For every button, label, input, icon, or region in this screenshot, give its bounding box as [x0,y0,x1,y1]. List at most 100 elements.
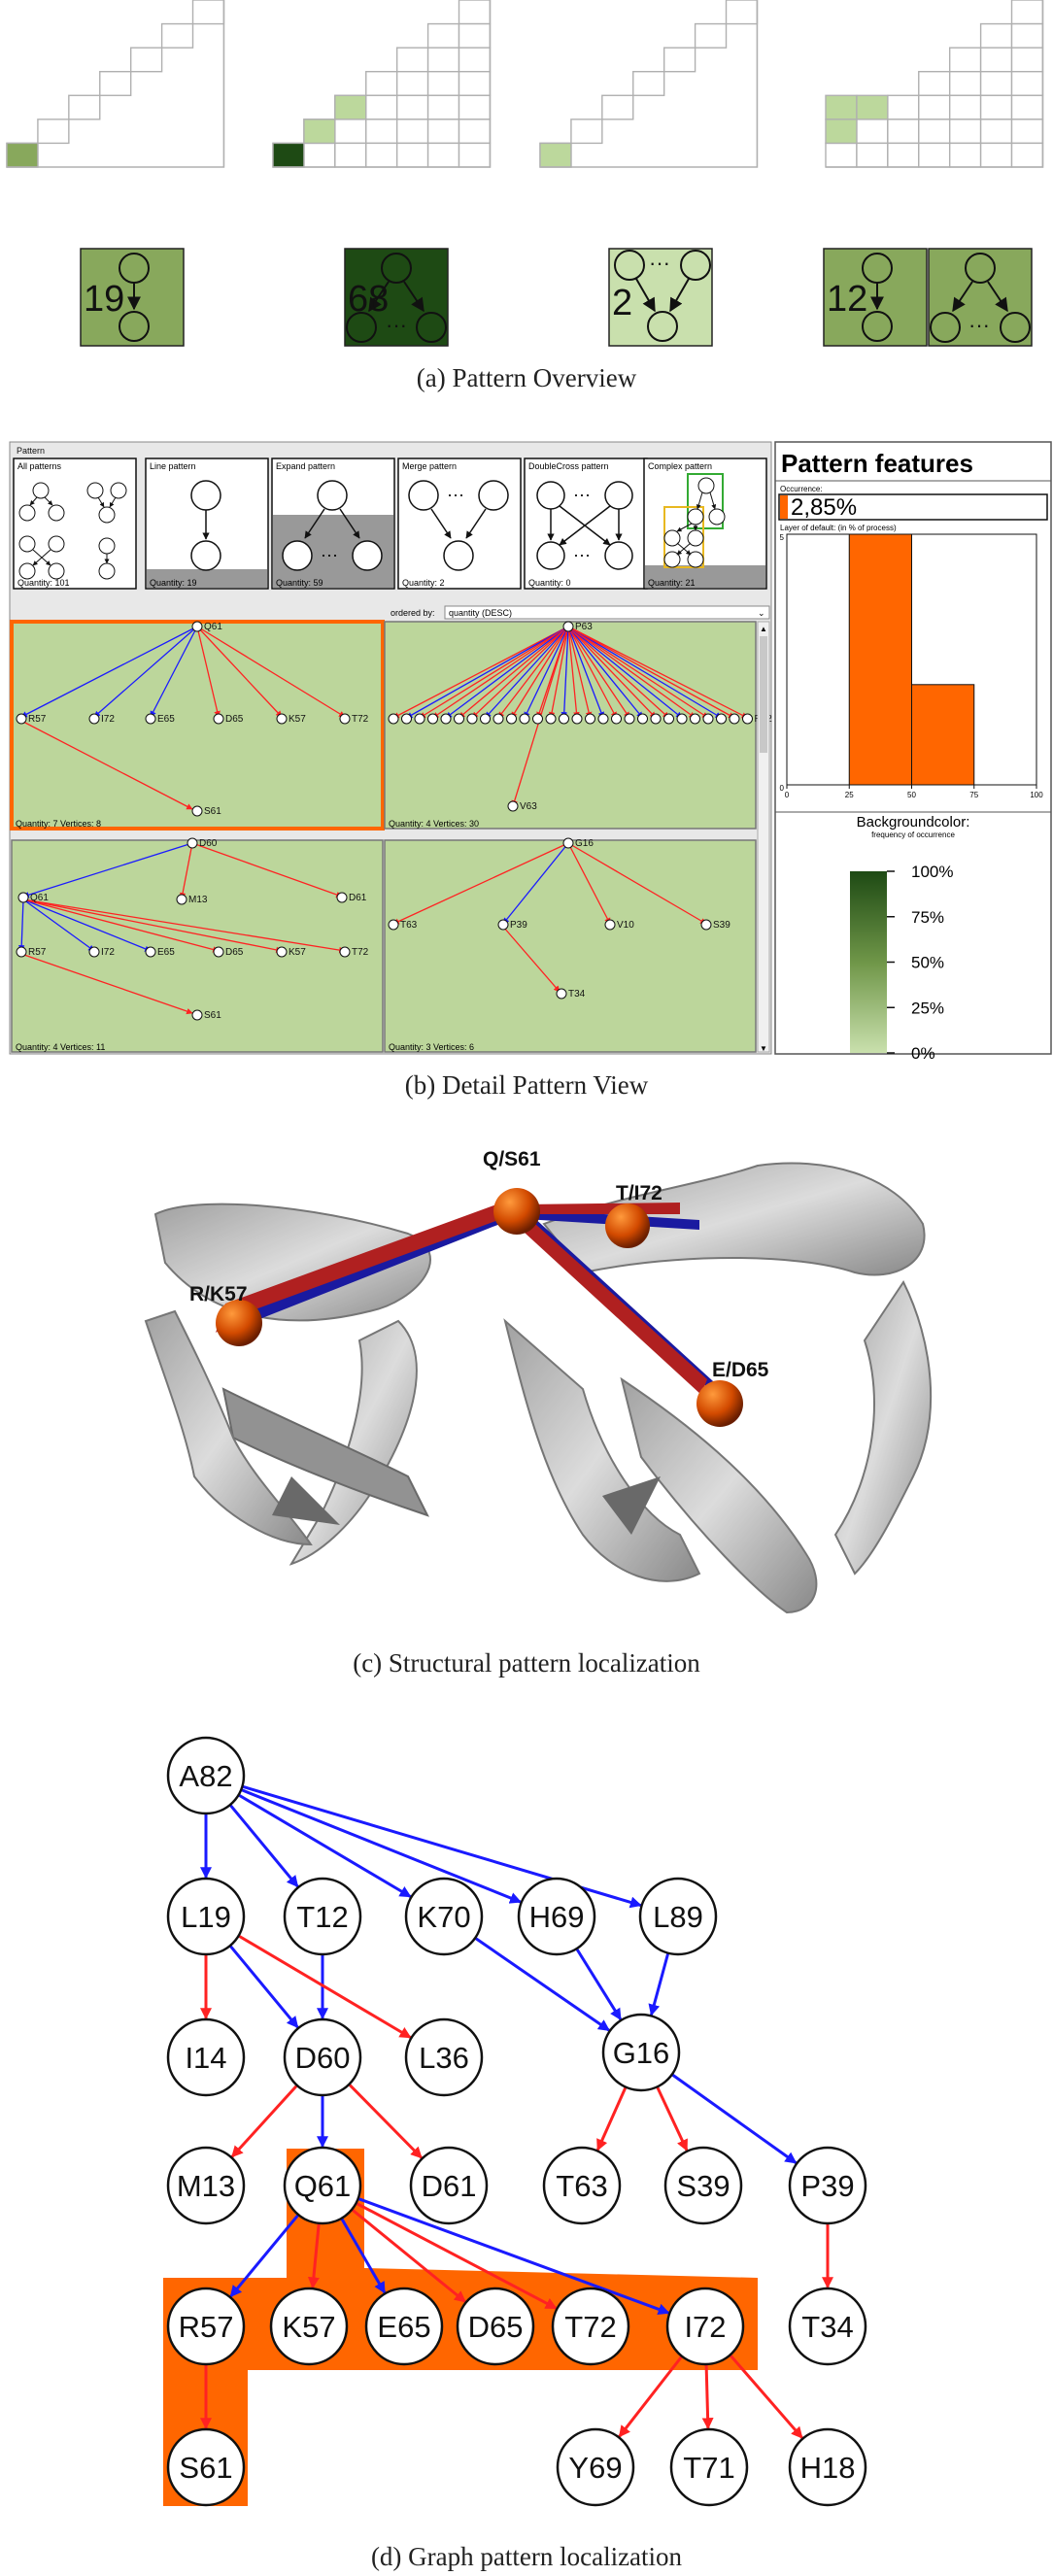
mini-node[interactable] [559,713,569,725]
mini-node[interactable] [276,946,288,958]
graph-node-t63[interactable]: T63 [542,2146,622,2225]
mini-node[interactable] [191,1009,203,1021]
graph-node-t12[interactable]: T12 [283,1877,362,1956]
mini-node[interactable] [702,713,714,725]
mini-node[interactable] [507,800,519,812]
mini-node[interactable] [276,713,288,725]
pattern-type-card-line[interactable]: Line pattern Quantity: 19 [145,458,269,590]
mini-node[interactable] [637,713,648,725]
graph-node-label: S39 [676,2169,730,2203]
mini-node[interactable] [519,713,530,725]
mini-node[interactable] [624,713,635,725]
mini-node[interactable] [88,713,100,725]
pattern-type-card-merge[interactable]: Merge pattern ··· Quantity: 2 [397,458,522,590]
mini-node[interactable] [480,713,491,725]
graph-node-h69[interactable]: H69 [517,1877,596,1956]
mini-node[interactable] [506,713,517,725]
mini-node[interactable] [604,919,616,931]
mini-node[interactable] [742,713,753,725]
mini-node-label: S39 [713,920,730,931]
pattern-type-card-expand[interactable]: Expand pattern ··· Quantity: 59 [271,458,395,590]
graph-node-d61[interactable]: D61 [409,2146,489,2225]
mini-node[interactable] [676,713,688,725]
detail-cell-2[interactable] [384,621,757,830]
mini-node[interactable] [213,946,224,958]
mini-node[interactable] [339,946,351,958]
graph-node-i72[interactable]: I72 [665,2287,745,2366]
graph-node-d65[interactable]: D65 [456,2287,535,2366]
mini-edge [567,626,580,719]
pattern-type-card-all[interactable]: All patterns Quantity: 101 [13,458,137,590]
mini-node[interactable] [556,988,567,1000]
graph-node-y69[interactable]: Y69 [556,2427,635,2507]
pattern-type-card-doublecross[interactable]: DoubleCross pattern ··· ··· Quantity: 0 [524,458,648,590]
mini-node[interactable] [336,892,348,903]
mini-node[interactable] [562,621,574,632]
graph-node-q61[interactable]: Q61 [283,2146,362,2225]
graph-node-m13[interactable]: M13 [166,2146,246,2225]
graph-node-g16[interactable]: G16 [601,2013,681,2092]
mini-node[interactable] [145,946,156,958]
graph-node-t71[interactable]: T71 [669,2427,749,2507]
mini-node[interactable] [532,713,543,725]
graph-node-h18[interactable]: H18 [788,2427,867,2507]
mini-node[interactable] [545,713,557,725]
graph-node-label: T72 [564,2310,616,2344]
graph-node-l89[interactable]: L89 [638,1877,718,1956]
grid-cell [948,47,982,73]
graph-node-d60[interactable]: D60 [283,2017,362,2097]
graph-node-p39[interactable]: P39 [788,2146,867,2225]
detail-cell-1[interactable] [10,620,385,830]
graph-node-k70[interactable]: K70 [404,1877,484,1956]
mini-node[interactable] [388,713,399,725]
mini-node[interactable] [17,892,29,903]
graph-node-t34[interactable]: T34 [788,2287,867,2366]
mini-node[interactable] [663,713,674,725]
mini-edge [567,626,593,719]
mini-node[interactable] [493,713,504,725]
detail-scrollbar[interactable]: ▲ ▼ [757,621,770,1053]
mini-node[interactable] [145,713,156,725]
pattern-overview-figure: 19 ··· 68 ··· 2 ··· 12 [6,0,1044,347]
mini-node[interactable] [414,713,425,725]
mini-node[interactable] [388,919,399,931]
ordered-by-dropdown[interactable]: quantity (DESC) ⌄ [444,605,770,620]
mini-node[interactable] [466,713,478,725]
mini-node[interactable] [597,713,609,725]
mini-node[interactable] [454,713,464,725]
graph-node-l19[interactable]: L19 [166,1877,246,1956]
mini-node[interactable] [427,713,438,725]
mini-node[interactable] [401,713,412,725]
mini-node[interactable] [562,837,574,849]
graph-node-t72[interactable]: T72 [551,2287,630,2366]
mini-node[interactable] [571,713,583,725]
mini-node[interactable] [690,713,700,725]
graph-node-s61[interactable]: S61 [166,2427,246,2507]
graph-node-a82[interactable]: A82 [166,1736,246,1815]
mini-node[interactable] [729,713,740,725]
pattern-type-card-complex[interactable]: Complex pattern Quantity: 21 [643,458,767,590]
mini-node[interactable] [585,713,595,725]
mini-node[interactable] [187,837,198,849]
mini-node[interactable] [611,713,622,725]
graph-node-s39[interactable]: S39 [663,2146,743,2225]
mini-node[interactable] [213,713,224,725]
mini-node[interactable] [16,713,27,725]
graph-node-k57[interactable]: K57 [269,2287,349,2366]
mini-node[interactable] [16,946,27,958]
mini-node[interactable] [88,946,100,958]
mini-node[interactable] [716,713,727,725]
graph-node-e65[interactable]: E65 [364,2287,444,2366]
graph-node-l36[interactable]: L36 [404,2017,484,2097]
mini-node[interactable] [497,919,509,931]
graph-node-r57[interactable]: R57 [166,2287,246,2366]
graph-node-i14[interactable]: I14 [166,2017,246,2097]
mini-node[interactable] [650,713,662,725]
mini-node[interactable] [191,805,203,817]
mini-node[interactable] [191,621,203,632]
mini-node[interactable] [339,713,351,725]
mini-node[interactable] [700,919,712,931]
mini-node[interactable] [176,894,187,905]
detail-cell-4[interactable] [384,839,757,1053]
mini-node[interactable] [440,713,452,725]
